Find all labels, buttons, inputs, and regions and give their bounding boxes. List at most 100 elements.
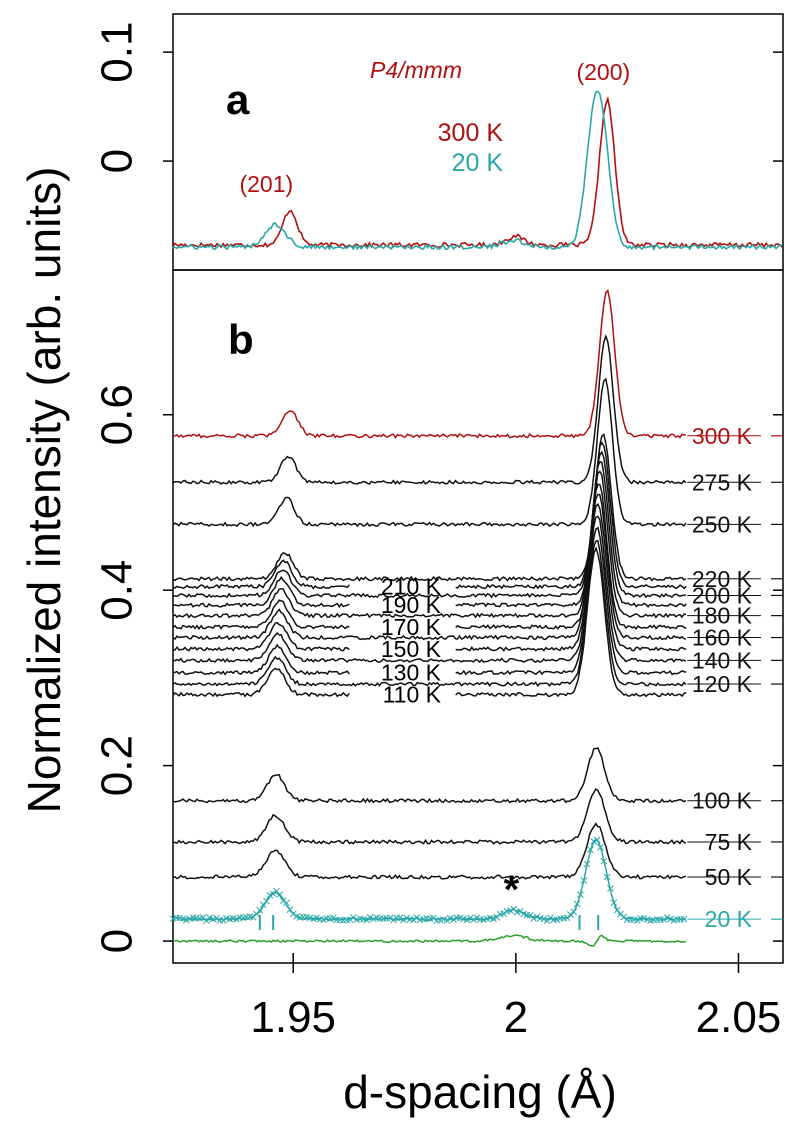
panel-b: 0 0.2 0.4 0.6 1.95 2 2.05 300 K 275 K 250 K 220 … xyxy=(93,269,784,1042)
curve-210k-left xyxy=(172,559,350,590)
curve-250k xyxy=(172,377,687,528)
temp-label: 50 K xyxy=(705,864,753,890)
fit-marker xyxy=(590,838,598,845)
fit-marker xyxy=(663,914,671,921)
fit-marker xyxy=(587,846,594,854)
fit-marker xyxy=(219,917,227,924)
curve-130k-right xyxy=(455,526,687,676)
temp-label: 100 K xyxy=(692,788,753,814)
curve-150k-left xyxy=(172,621,350,652)
curve-120k xyxy=(172,539,687,688)
x-tick-label: 1.95 xyxy=(250,993,336,1042)
curve-300k xyxy=(172,289,686,439)
difference-curve xyxy=(172,934,686,947)
curve-180k xyxy=(172,470,686,619)
temp-label: 210 K xyxy=(381,574,442,600)
curve-170k-left xyxy=(172,599,350,631)
y-tick-label: 0 xyxy=(93,929,142,953)
curve-160k xyxy=(172,493,687,641)
fit-marker xyxy=(597,843,604,851)
temp-label: 160 K xyxy=(692,625,753,651)
panel-a-label: a xyxy=(226,76,250,123)
y-tick-label: 0.2 xyxy=(93,735,142,796)
curve-190k-right xyxy=(455,460,687,608)
curve-200k xyxy=(173,450,687,599)
panel-a-curves xyxy=(172,90,783,251)
fit-marker xyxy=(490,915,497,923)
peak-label: (201) xyxy=(239,171,293,197)
panel-a-legend: 300 K20 K xyxy=(438,119,504,177)
fit-marker xyxy=(463,916,471,924)
fit-marker xyxy=(370,915,377,923)
fit-marker xyxy=(183,916,190,924)
fit-marker xyxy=(450,916,457,923)
legend-entry: 20 K xyxy=(452,149,504,177)
y-axis-label: Normalized intensity (arb. units) xyxy=(18,167,70,814)
phase-label: P4/mmm xyxy=(370,57,462,83)
fit-marker xyxy=(286,906,294,913)
temp-label: 190 K xyxy=(381,592,442,618)
temp-label: 180 K xyxy=(692,603,753,629)
fit-marker xyxy=(283,899,290,907)
fit-markers xyxy=(169,836,688,925)
curve-110k-right xyxy=(455,546,687,698)
fit-marker xyxy=(400,916,407,924)
fit-marker xyxy=(430,914,437,922)
fit-marker xyxy=(570,908,578,916)
temp-label: 140 K xyxy=(692,647,753,673)
fit-marker xyxy=(233,915,240,923)
impurity-marker: * xyxy=(504,868,520,912)
fit-marker xyxy=(466,914,474,922)
curve-300k xyxy=(172,95,783,249)
curve-110k-left xyxy=(172,667,350,698)
fit-marker xyxy=(540,915,548,923)
fit-marker xyxy=(577,891,584,898)
fit-marker xyxy=(313,914,320,922)
fit-marker xyxy=(610,899,618,907)
curve-20k xyxy=(172,838,687,922)
panel-b-frame xyxy=(172,269,784,964)
panel-b-curves xyxy=(169,289,783,947)
fit-marker xyxy=(593,836,601,844)
fit-marker xyxy=(607,885,614,892)
fit-marker xyxy=(660,916,668,923)
fit-marker xyxy=(213,914,220,922)
fit-marker xyxy=(256,906,264,914)
temp-label: 20 K xyxy=(705,906,753,932)
fit-marker xyxy=(276,891,284,898)
fit-marker xyxy=(580,877,588,884)
curve-150k-right xyxy=(455,502,687,652)
y-tick-label: 0.4 xyxy=(93,560,142,621)
y-tick-label: 0 xyxy=(93,149,142,173)
x-tick-label: 2 xyxy=(504,993,528,1042)
y-tick-label: 0.6 xyxy=(93,384,142,445)
fit-marker xyxy=(386,914,394,922)
curve-275k xyxy=(172,334,687,485)
temp-label: 110 K xyxy=(383,682,442,708)
fit-marker xyxy=(179,915,187,922)
fit-marker xyxy=(349,914,357,921)
panel-a: 0 0.1 a P4/mmm (201) (200) 300 K20 K xyxy=(93,13,784,271)
fit-marker xyxy=(396,914,404,921)
peak-label: (200) xyxy=(576,59,630,85)
curve-210k-right xyxy=(455,441,687,590)
fit-marker xyxy=(443,917,451,924)
fit-marker xyxy=(573,900,581,908)
fit-marker xyxy=(680,915,688,923)
panel-b-label: b xyxy=(228,316,254,363)
fit-marker xyxy=(530,915,538,922)
curve-220k xyxy=(172,433,687,582)
legend-entry: 300 K xyxy=(438,119,504,147)
temp-label: 120 K xyxy=(692,671,753,697)
fit-marker xyxy=(289,910,297,918)
x-tick-label: 2.05 xyxy=(696,993,782,1042)
y-tick-label: 0.1 xyxy=(93,22,142,83)
temp-label: 275 K xyxy=(692,469,753,495)
fit-marker xyxy=(633,917,641,924)
panel-b-y-ticks: 0 0.2 0.4 0.6 xyxy=(93,384,783,953)
temp-label: 75 K xyxy=(705,829,753,855)
fit-marker xyxy=(583,860,591,868)
temp-label: 150 K xyxy=(381,636,442,662)
temperature-labels: 300 K 275 K 250 K 220 K 210 K 200 K 190 K 180 K… xyxy=(381,423,753,932)
temp-label: 130 K xyxy=(381,660,442,686)
